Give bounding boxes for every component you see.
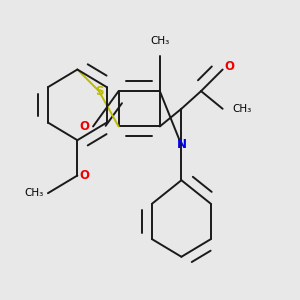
Text: CH₃: CH₃ (25, 188, 44, 198)
Text: N: N (176, 138, 186, 152)
Text: CH₃: CH₃ (232, 104, 252, 114)
Text: O: O (225, 60, 235, 73)
Text: CH₃: CH₃ (150, 36, 170, 46)
Text: S: S (95, 85, 103, 98)
Text: O: O (80, 120, 89, 133)
Text: O: O (80, 169, 89, 182)
